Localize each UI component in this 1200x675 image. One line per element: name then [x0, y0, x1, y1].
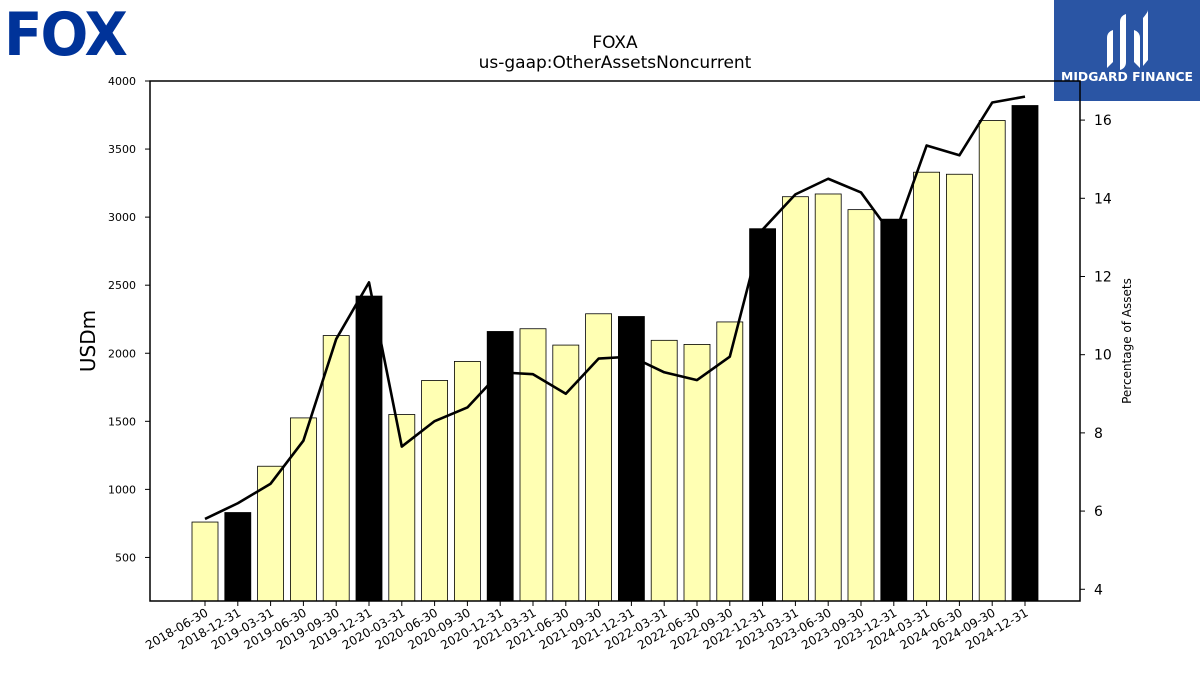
- bar: [650, 339, 678, 602]
- bar: [355, 295, 383, 602]
- midgard-emblem-icon: [1107, 10, 1148, 70]
- bar: [782, 196, 809, 602]
- bar: [224, 512, 252, 602]
- y2-tick-label: 14: [1094, 191, 1112, 207]
- plot-frame: [149, 80, 1081, 602]
- y2-tick-label: 16: [1094, 113, 1112, 129]
- bar: [946, 173, 973, 602]
- fox-logo-text: FOX: [4, 4, 128, 58]
- midgard-finance-logo: MIDGARD FINANCE: [1054, 0, 1200, 101]
- bar: [913, 171, 940, 602]
- bar: [519, 328, 547, 602]
- bar: [1011, 105, 1039, 602]
- y-tick-label: 500: [115, 551, 136, 564]
- bar: [191, 521, 219, 602]
- bar: [486, 331, 514, 602]
- y-tick-label: 2500: [108, 279, 136, 292]
- y2-tick-label: 12: [1094, 269, 1112, 285]
- y2-tick-label: 8: [1094, 426, 1103, 442]
- bar: [585, 313, 612, 602]
- bar: [978, 120, 1006, 602]
- y-tick-label: 4000: [108, 75, 136, 88]
- y-tick-label: 3000: [108, 211, 136, 224]
- bar: [322, 335, 350, 602]
- bar: [289, 417, 317, 602]
- y-tick-label: 1500: [108, 415, 136, 428]
- chart-subtitle: us-gaap:OtherAssetsNoncurrent: [479, 53, 752, 73]
- bar: [716, 321, 744, 602]
- fox-logo: FOX: [4, 4, 128, 58]
- series-line: [204, 95, 1026, 521]
- bar: [683, 344, 711, 602]
- bar: [814, 193, 842, 602]
- y2-tick-label: 6: [1094, 504, 1103, 520]
- y2-tick-label: 10: [1094, 348, 1112, 364]
- bar: [847, 209, 875, 602]
- chart-title: FOXA: [592, 33, 638, 53]
- bar: [880, 218, 908, 602]
- midgard-logo-text: MIDGARD FINANCE: [1061, 69, 1193, 84]
- bar: [749, 228, 776, 602]
- plot-area: 500 1000 1500 2000 2500 3000 3500 4000 4 6 8 10 12 14…: [108, 75, 1112, 652]
- y2-tick-label: 4: [1094, 582, 1103, 598]
- y-tick-label: 1000: [108, 483, 136, 496]
- bar: [618, 316, 645, 602]
- bar: [421, 380, 449, 602]
- y-axis-label: USDm: [76, 310, 100, 372]
- y-tick-label: 3500: [108, 143, 136, 156]
- y2-axis-label: Percentage of Assets: [1120, 278, 1134, 404]
- y-tick-label: 2000: [108, 347, 136, 360]
- bar: [257, 465, 285, 602]
